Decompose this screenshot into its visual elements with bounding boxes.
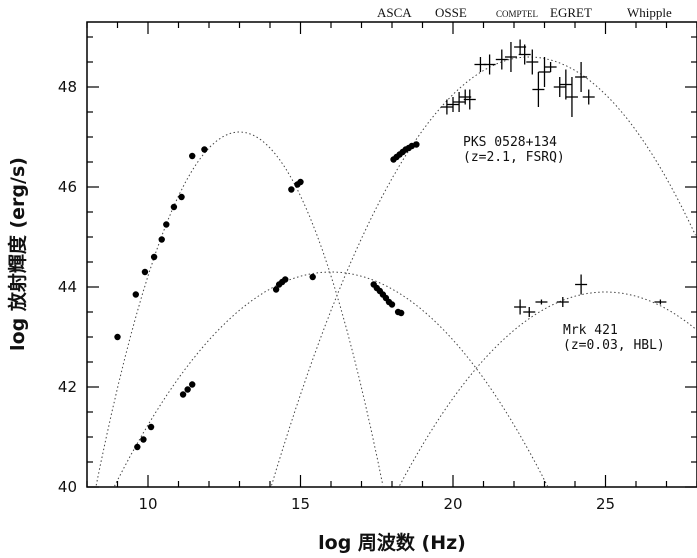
model-curve [399,291,696,486]
x-axis-label: log 周波数 (Hz) [318,531,466,554]
data-point [140,436,147,443]
y-tick-label: 46 [58,178,77,196]
data-point [163,221,170,228]
data-point [189,381,196,388]
x-tick-label: 25 [596,495,615,513]
data-point [397,309,405,317]
y-tick-label: 42 [58,378,77,396]
y-tick-label: 40 [58,478,77,496]
x-tick-label: 10 [138,495,157,513]
plot-frame [86,21,697,488]
instrument-label: COMPTEL [496,9,538,19]
data-point [189,152,196,160]
instrument-label: OSSE [435,5,467,20]
instrument-label: Whipple [627,5,672,20]
data-point [134,443,141,451]
data-point [158,236,165,243]
data-point [179,391,187,398]
chart-labels: 10 15 20 25 40 42 44 46 48 PKS 0528+134(z=2.1, FS… [6,5,672,554]
y-axis-label: log 放射輝度 (erg/s) [6,157,29,351]
model-curve [95,131,384,486]
data-point [297,178,304,186]
data-point [141,268,149,276]
data-point [309,273,316,281]
model-curves [95,56,696,487]
instrument-label: EGRET [550,5,592,20]
data-point [132,291,139,298]
data-point [150,253,158,261]
y-tick-label: 48 [58,78,77,96]
axis-ticks [86,22,697,488]
data-points [114,39,667,451]
y-tick-label: 44 [58,278,77,296]
data-point [413,141,420,148]
pks-annotation-line: (z=2.1, FSRQ) [463,150,565,165]
x-tick-label: 15 [291,495,310,513]
model-curve [114,271,549,487]
mrk-annotation-line: (z=0.03, HBL) [563,338,665,353]
instrument-label: ASCA [377,5,412,20]
data-point [272,286,280,293]
data-point [178,193,185,201]
data-point [147,423,155,431]
data-point [288,186,295,193]
mrk-annotation-line: Mrk 421 [563,323,618,338]
data-point [388,301,396,308]
model-curve [271,56,696,486]
x-tick-label: 20 [443,495,462,513]
data-point [184,386,191,393]
data-point [170,203,178,211]
data-point [114,333,121,341]
pks-annotation-line: PKS 0528+134 [463,135,557,150]
data-point [201,146,208,153]
data-point [282,276,289,283]
